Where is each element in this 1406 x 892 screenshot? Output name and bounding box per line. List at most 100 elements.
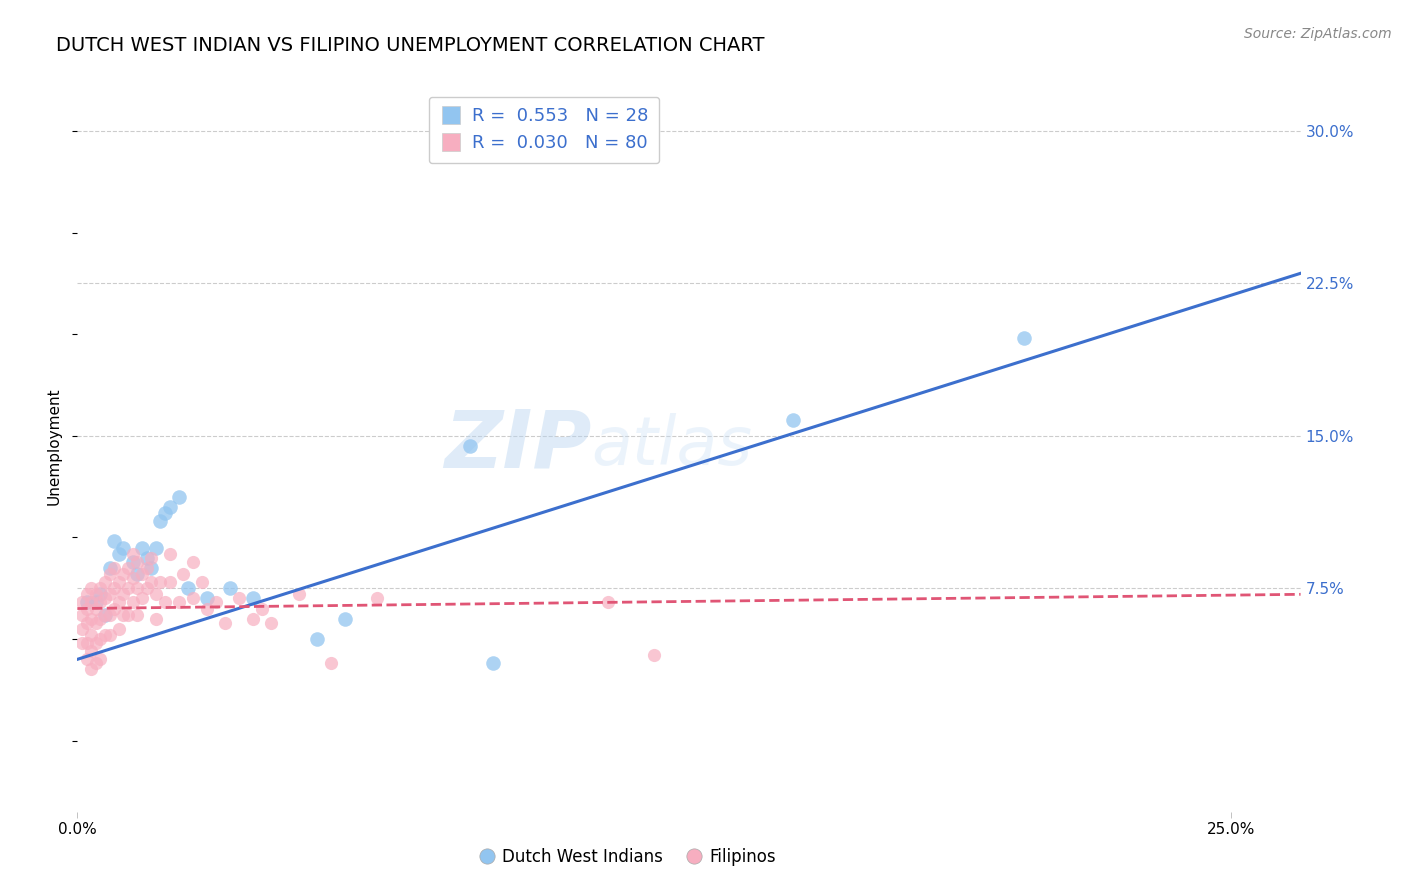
Point	[145, 587, 167, 601]
Point	[321, 657, 343, 671]
Point	[103, 601, 125, 615]
Point	[242, 612, 264, 626]
Point	[141, 550, 163, 565]
Point	[250, 601, 273, 615]
Point	[84, 601, 107, 615]
Point	[108, 547, 131, 561]
Point	[181, 591, 204, 606]
Point	[214, 615, 236, 630]
Point	[94, 628, 117, 642]
Point	[103, 534, 125, 549]
Point	[181, 555, 204, 569]
Point	[167, 595, 190, 609]
Point	[121, 595, 143, 609]
Point	[76, 595, 98, 609]
Point	[141, 561, 163, 575]
Point	[173, 567, 195, 582]
Point	[89, 581, 111, 595]
Point	[103, 561, 125, 575]
Point	[366, 591, 388, 606]
Point	[76, 601, 98, 615]
Point	[98, 561, 121, 575]
Point	[643, 648, 665, 663]
Point	[84, 636, 107, 650]
Point	[80, 644, 103, 658]
Point	[76, 615, 98, 630]
Point	[159, 547, 181, 561]
Point	[149, 514, 172, 528]
Point	[598, 595, 620, 609]
Point	[141, 575, 163, 590]
Y-axis label: Unemployment: Unemployment	[46, 387, 62, 505]
Point	[76, 587, 98, 601]
Point	[127, 555, 149, 569]
Point	[135, 561, 157, 575]
Point	[204, 595, 226, 609]
Point	[177, 581, 200, 595]
Point	[76, 636, 98, 650]
Point	[112, 587, 135, 601]
Point	[89, 632, 111, 646]
Point	[135, 581, 157, 595]
Point	[108, 595, 131, 609]
Point	[153, 506, 176, 520]
Point	[94, 575, 117, 590]
Text: DUTCH WEST INDIAN VS FILIPINO UNEMPLOYMENT CORRELATION CHART: DUTCH WEST INDIAN VS FILIPINO UNEMPLOYME…	[56, 36, 765, 54]
Point	[84, 657, 107, 671]
Point	[70, 607, 93, 622]
Point	[121, 555, 143, 569]
Point	[242, 591, 264, 606]
Point	[84, 595, 107, 609]
Point	[191, 575, 214, 590]
Point	[288, 587, 311, 601]
Point	[481, 657, 503, 671]
Point	[80, 663, 103, 677]
Point	[76, 652, 98, 666]
Point	[159, 575, 181, 590]
Legend: Dutch West Indians, Filipinos: Dutch West Indians, Filipinos	[474, 841, 782, 873]
Point	[98, 587, 121, 601]
Point	[195, 591, 218, 606]
Point	[127, 607, 149, 622]
Point	[127, 567, 149, 582]
Text: Source: ZipAtlas.com: Source: ZipAtlas.com	[1244, 27, 1392, 41]
Point	[112, 541, 135, 555]
Point	[195, 601, 218, 615]
Point	[782, 412, 804, 426]
Point	[153, 595, 176, 609]
Point	[84, 587, 107, 601]
Point	[127, 581, 149, 595]
Point	[228, 591, 250, 606]
Point	[89, 652, 111, 666]
Point	[94, 607, 117, 622]
Point	[167, 490, 190, 504]
Point	[70, 595, 93, 609]
Point	[89, 587, 111, 601]
Point	[98, 607, 121, 622]
Point	[260, 615, 283, 630]
Point	[103, 581, 125, 595]
Point	[121, 547, 143, 561]
Point	[159, 500, 181, 514]
Point	[307, 632, 329, 646]
Point	[218, 581, 240, 595]
Point	[149, 575, 172, 590]
Point	[80, 595, 103, 609]
Point	[121, 571, 143, 585]
Point	[333, 612, 356, 626]
Point	[112, 567, 135, 582]
Point	[89, 595, 111, 609]
Point	[80, 612, 103, 626]
Point	[145, 612, 167, 626]
Point	[145, 541, 167, 555]
Point	[94, 591, 117, 606]
Point	[112, 607, 135, 622]
Point	[131, 541, 153, 555]
Point	[94, 607, 117, 622]
Point	[89, 612, 111, 626]
Point	[84, 615, 107, 630]
Point	[80, 581, 103, 595]
Text: atlas: atlas	[591, 413, 752, 479]
Point	[70, 636, 93, 650]
Point	[1012, 331, 1035, 345]
